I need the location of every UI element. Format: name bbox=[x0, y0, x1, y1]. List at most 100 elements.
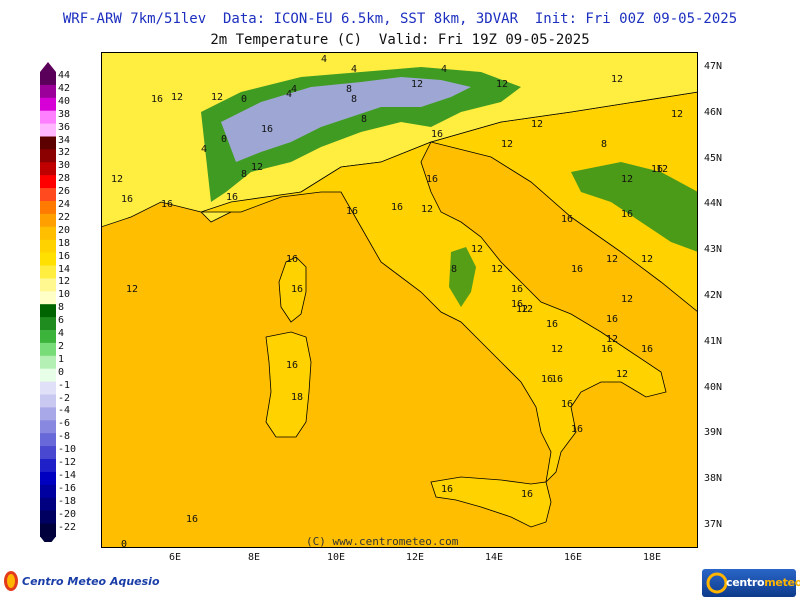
legend-swatch bbox=[40, 162, 56, 176]
legend-swatch bbox=[40, 394, 56, 408]
lat-label: 41N bbox=[704, 335, 723, 347]
legend-swatch bbox=[40, 317, 56, 331]
contour-label: 12 bbox=[616, 369, 628, 380]
contour-label: 16 bbox=[571, 264, 583, 275]
contour-label: 16 bbox=[431, 129, 443, 140]
legend-label: 0 bbox=[58, 366, 65, 378]
legend-swatch bbox=[40, 97, 56, 112]
contour-label: 16 bbox=[121, 194, 133, 205]
contour-label: 16 bbox=[346, 206, 358, 217]
lat-label: 46N bbox=[704, 106, 723, 118]
contour-label: 16 bbox=[511, 284, 523, 295]
lon-label: 14E bbox=[485, 552, 504, 563]
contour-label: 12 bbox=[171, 92, 183, 103]
contour-label: 4 bbox=[321, 54, 327, 65]
contour-label: 12 bbox=[621, 174, 633, 185]
apennines-green bbox=[449, 247, 476, 307]
legend-label: 12 bbox=[58, 276, 71, 288]
legend-swatch bbox=[40, 291, 56, 305]
legend-swatch bbox=[40, 175, 56, 189]
contour-label: 12 bbox=[211, 92, 223, 103]
legend-swatch bbox=[40, 136, 56, 150]
brand-right-text-b: meteo bbox=[764, 576, 800, 589]
contour-label: 12 bbox=[501, 139, 513, 150]
legend-swatch bbox=[40, 407, 56, 421]
contour-label: 12 bbox=[531, 119, 543, 130]
contour-label: 12 bbox=[521, 304, 533, 315]
contour-label: 8 bbox=[361, 114, 367, 125]
contour-label: 4 bbox=[286, 89, 292, 100]
legend-label: 32 bbox=[58, 147, 71, 159]
legend-label: -20 bbox=[58, 508, 77, 520]
legend-label: 38 bbox=[58, 108, 71, 120]
contour-label: 12 bbox=[111, 174, 123, 185]
contour-label: 16 bbox=[441, 484, 453, 495]
contour-label: 12 bbox=[606, 334, 618, 345]
sicily bbox=[430, 476, 552, 528]
legend-swatch bbox=[40, 484, 56, 499]
legend-swatch bbox=[40, 433, 56, 447]
brand-right-logo bbox=[702, 569, 796, 597]
legend-label: -22 bbox=[58, 521, 77, 533]
legend-label: 6 bbox=[58, 315, 65, 327]
contour-label: 0 bbox=[241, 94, 247, 105]
contour-label: 16 bbox=[426, 174, 438, 185]
lat-label: 42N bbox=[704, 290, 723, 301]
contour-label: 16 bbox=[561, 214, 573, 225]
legend-swatch bbox=[40, 420, 56, 434]
legend-swatch bbox=[40, 72, 56, 86]
legend-label: 2 bbox=[58, 340, 65, 352]
contour-label: 12 bbox=[126, 284, 138, 295]
legend-swatch bbox=[40, 330, 56, 344]
contour-label: 12 bbox=[496, 79, 508, 90]
legend-swatch bbox=[40, 110, 56, 125]
contour-label: 16 bbox=[391, 202, 403, 213]
legend-label: 36 bbox=[58, 121, 71, 133]
legend-label: 30 bbox=[58, 160, 71, 172]
legend-swatch bbox=[40, 523, 56, 537]
legend-swatch bbox=[40, 278, 56, 292]
contour-label: 12 bbox=[491, 264, 503, 275]
legend-label: 28 bbox=[58, 173, 71, 185]
contour-label: 0 bbox=[221, 134, 227, 145]
map-frame bbox=[101, 52, 698, 548]
brand-left-logo bbox=[2, 570, 202, 594]
legend-label: 18 bbox=[58, 237, 71, 249]
contour-label: 16 bbox=[161, 199, 173, 210]
legend-swatch bbox=[40, 84, 56, 99]
legend-swatch bbox=[40, 510, 56, 524]
contour-label: 16 bbox=[541, 374, 553, 385]
contour-label: 16 bbox=[561, 399, 573, 410]
contour-label: 8 bbox=[241, 169, 247, 180]
legend-swatch bbox=[40, 252, 56, 266]
contour-label: 16 bbox=[186, 514, 198, 525]
lat-label: 37N bbox=[704, 519, 723, 530]
contour-label: 4 bbox=[441, 64, 447, 75]
lon-label: 10E bbox=[327, 552, 346, 563]
map-title: WRF-ARW 7km/51lev Data: ICON-EU 6.5km, S… bbox=[62, 11, 738, 27]
legend-label: 4 bbox=[58, 328, 65, 339]
legend-swatch bbox=[40, 368, 56, 383]
contour-label: 12 bbox=[611, 74, 623, 85]
legend-label: -2 bbox=[58, 392, 71, 404]
lat-label: 45N bbox=[704, 152, 723, 164]
legend-swatch bbox=[40, 201, 56, 215]
legend-label: 20 bbox=[58, 224, 71, 236]
legend-bottom-arrow bbox=[40, 536, 56, 542]
legend-swatch bbox=[40, 471, 56, 486]
contour-label: 12 bbox=[656, 164, 668, 175]
contour-label: 0 bbox=[121, 539, 127, 548]
contour-label: 16 bbox=[286, 254, 298, 265]
legend-label: -12 bbox=[58, 457, 77, 468]
contour-label: 16 bbox=[291, 284, 303, 295]
legend-label: 44 bbox=[58, 70, 71, 81]
contour-label: 16 bbox=[226, 192, 238, 203]
legend-swatch bbox=[40, 188, 56, 202]
contour-label: 16 bbox=[151, 94, 163, 105]
legend-label: 14 bbox=[58, 263, 71, 275]
lat-label: 47N bbox=[704, 61, 723, 72]
contour-label: 16 bbox=[571, 424, 583, 435]
legend-swatch bbox=[40, 123, 56, 137]
lon-label: 18E bbox=[643, 552, 662, 563]
sardinia bbox=[265, 331, 312, 438]
